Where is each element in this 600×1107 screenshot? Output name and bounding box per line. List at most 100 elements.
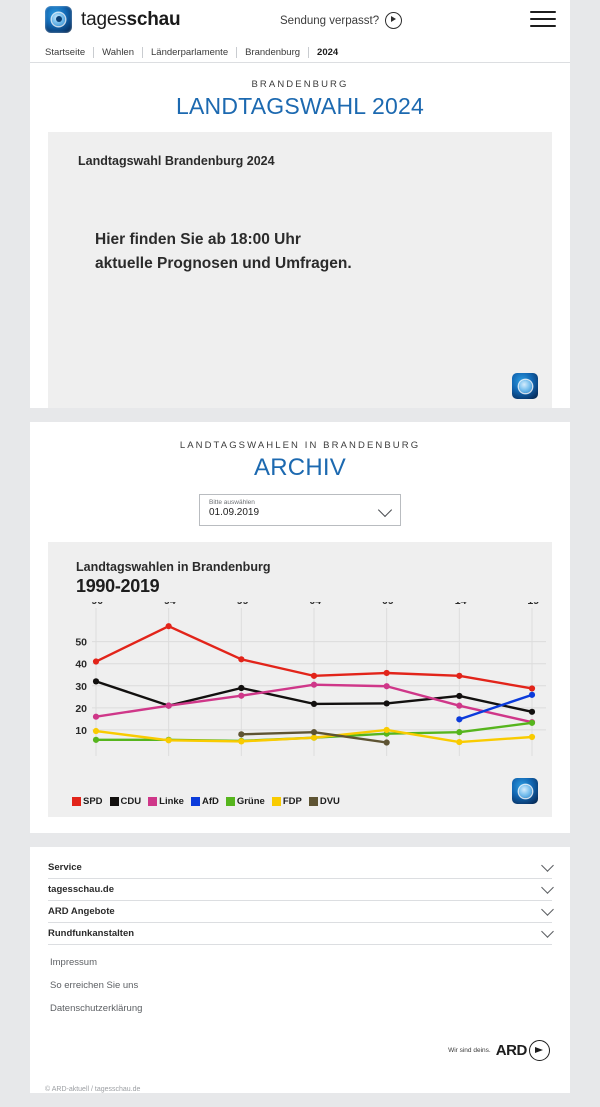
legend-label: Grüne [236, 796, 265, 807]
archive-kicker: LANDTAGSWAHLEN IN BRANDENBURG [179, 440, 421, 451]
brand-logo[interactable]: tagesschau [45, 6, 181, 33]
chart-legend: SPD CDU Linke AfD Grüne FDP DVU [72, 796, 340, 807]
footer-accordion-label: ARD Angebote [48, 906, 115, 917]
hamburger-menu-icon[interactable] [530, 11, 556, 29]
brand-wordmark: tagesschau [81, 8, 181, 31]
footer-accordion-ard-angebote[interactable]: ARD Angebote [48, 901, 554, 923]
sendung-verpasst-label: Sendung verpasst? [280, 14, 380, 27]
legend-item-linke[interactable]: Linke [148, 796, 184, 807]
brand-wordmark-light: tages [81, 8, 127, 30]
ard-wordmark: ARD [495, 1042, 528, 1059]
brand-wordmark-bold: schau [126, 8, 181, 30]
archive-title-block: LANDTAGSWAHLEN IN BRANDENBURG ARCHIV [30, 422, 570, 488]
ard-logo: Wir sind deins. ARD [448, 1040, 550, 1061]
svg-text:'90: '90 [89, 602, 103, 607]
tagesschau-logo-icon [45, 6, 72, 33]
svg-text:20: 20 [75, 703, 87, 715]
chevron-down-icon[interactable] [541, 903, 554, 916]
legend-swatch-dvu [308, 797, 318, 806]
teaser-message: Hier finden Sie ab 18:00 Uhr aktuelle Pr… [95, 228, 352, 275]
archive-title: ARCHIV [254, 454, 346, 481]
legend-label: SPD [83, 796, 103, 807]
teaser-message-line1: Hier finden Sie ab 18:00 Uhr [95, 231, 301, 248]
svg-text:'99: '99 [234, 602, 248, 607]
legend-item-dvu[interactable]: DVU [308, 796, 340, 807]
svg-text:30: 30 [75, 681, 87, 693]
archive-shell: LANDTAGSWAHLEN IN BRANDENBURG ARCHIV Bit… [30, 422, 570, 839]
footer-link-kontakt[interactable]: So erreichen Sie uns [50, 980, 139, 991]
svg-text:'94: '94 [162, 602, 176, 607]
teaser-card: Landtagswahl Brandenburg 2024 Hier finde… [48, 132, 552, 412]
section-gap [0, 408, 600, 422]
sendung-verpasst-link[interactable]: Sendung verpasst? [280, 12, 403, 29]
election-results-line-chart: 10 20 30 40 50 '90 '94 '99 '04 '09 '14 '19 [75, 602, 546, 756]
site-footer: Service tagesschau.de ARD Angebote Rundf… [30, 847, 570, 1078]
legend-label: Linke [159, 796, 184, 807]
legend-label: FDP [282, 796, 302, 807]
play-circle-icon[interactable] [385, 12, 403, 29]
section-gap [0, 833, 600, 847]
chevron-down-icon[interactable] [541, 859, 554, 872]
teaser-heading: Landtagswahl Brandenburg 2024 [78, 154, 275, 168]
chevron-down-icon[interactable] [541, 881, 554, 894]
breadcrumb-item-wahlen[interactable]: Wahlen [94, 46, 143, 58]
legend-label: DVU [319, 796, 340, 807]
footer-accordion-tagesschau-de[interactable]: tagesschau.de [48, 879, 554, 901]
footer-accordion-label: Rundfunkanstalten [48, 928, 135, 939]
svg-text:'19: '19 [525, 602, 539, 607]
select-value: 01.09.2019 [209, 507, 260, 518]
breadcrumb-item-laenderparlamente[interactable]: Länderparlamente [143, 46, 238, 58]
breadcrumb-item-startseite[interactable]: Startseite [45, 46, 95, 58]
legend-item-afd[interactable]: AfD [190, 796, 219, 807]
chart-title: Landtagswahlen in Brandenburg [76, 560, 271, 574]
election-date-select[interactable]: Bitte auswählen 01.09.2019 [199, 494, 401, 526]
legend-item-fdp[interactable]: FDP [271, 796, 302, 807]
breadcrumb: Startseite Wahlen Länderparlamente Brand… [30, 42, 570, 63]
chart-subtitle: 1990-2019 [76, 576, 160, 596]
page-kicker: BRANDENBURG [251, 79, 349, 90]
archive-select-wrapper: Bitte auswählen 01.09.2019 [30, 488, 570, 542]
breadcrumb-item-2024[interactable]: 2024 [317, 46, 339, 58]
legend-item-cdu[interactable]: CDU [109, 796, 142, 807]
copyright-text: © ARD-aktuell / tagesschau.de [45, 1086, 141, 1093]
legend-item-spd[interactable]: SPD [72, 796, 103, 807]
breadcrumb-item-brandenburg[interactable]: Brandenburg [237, 46, 310, 58]
teaser-message-line2: aktuelle Prognosen und Umfragen. [95, 254, 352, 272]
select-label: Bitte auswählen [209, 498, 255, 506]
page-title: LANDTAGSWAHL 2024 [176, 93, 424, 119]
footer-accordion-label: tagesschau.de [48, 884, 114, 895]
ard-branding-row: Wir sind deins. ARD [48, 1014, 552, 1078]
tagesschau-badge-icon [512, 778, 538, 804]
footer-accordion-rundfunkanstalten[interactable]: Rundfunkanstalten [48, 923, 554, 945]
svg-text:'09: '09 [380, 602, 394, 607]
legend-swatch-grüne [225, 797, 235, 806]
page-title-block: BRANDENBURG LANDTAGSWAHL 2024 [30, 63, 570, 132]
site-header: tagesschau Sendung verpasst? [30, 0, 570, 42]
chart-card: Landtagswahlen in Brandenburg 1990-2019 … [48, 542, 552, 817]
chevron-down-icon[interactable] [541, 925, 554, 938]
svg-text:40: 40 [75, 659, 87, 671]
page-shell: tagesschau Sendung verpasst? Startseite … [30, 0, 570, 434]
legend-swatch-afd [190, 797, 200, 806]
legend-item-grüne[interactable]: Grüne [225, 796, 265, 807]
svg-text:50: 50 [75, 637, 87, 649]
ard-eye-icon [529, 1040, 550, 1061]
footer-accordion-label: Service [48, 862, 82, 873]
legend-swatch-linke [148, 797, 158, 806]
legend-label: CDU [120, 796, 142, 807]
chevron-down-icon[interactable] [377, 502, 393, 518]
spacer [48, 847, 552, 857]
svg-text:'04: '04 [307, 602, 321, 607]
footer-link-impressum[interactable]: Impressum [50, 957, 97, 968]
legend-swatch-fdp [271, 797, 281, 806]
svg-text:10: 10 [75, 725, 87, 737]
ard-slogan: Wir sind deins. [448, 1047, 491, 1054]
legend-swatch-spd [72, 797, 81, 806]
footer-link-datenschutz[interactable]: Datenschutzerklärung [50, 1003, 143, 1014]
legend-swatch-cdu [109, 797, 119, 806]
legend-label: AfD [201, 796, 219, 807]
tagesschau-badge-icon [512, 373, 538, 399]
footer-accordion-service[interactable]: Service [48, 857, 554, 879]
footer-shell: Service tagesschau.de ARD Angebote Rundf… [30, 847, 570, 1093]
